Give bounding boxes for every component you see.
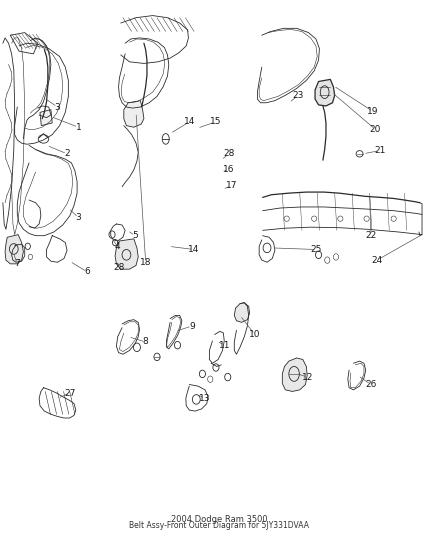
Text: 19: 19	[367, 107, 378, 116]
Text: 25: 25	[310, 245, 321, 254]
Text: Belt Assy-Front Outer Diagram for 5JY331DVAA: Belt Assy-Front Outer Diagram for 5JY331…	[129, 521, 309, 530]
Polygon shape	[40, 110, 52, 126]
Text: 20: 20	[370, 125, 381, 134]
Text: 8: 8	[143, 337, 148, 346]
Text: 7: 7	[14, 260, 20, 268]
Text: 11: 11	[219, 341, 230, 350]
Text: 10: 10	[249, 330, 261, 339]
Text: 14: 14	[184, 117, 195, 126]
Polygon shape	[234, 303, 250, 322]
Text: 13: 13	[199, 394, 211, 403]
Text: 18: 18	[140, 258, 152, 266]
Polygon shape	[124, 101, 144, 127]
Text: 4: 4	[115, 242, 120, 251]
Text: 9: 9	[189, 321, 195, 330]
Text: 14: 14	[188, 245, 199, 254]
Polygon shape	[283, 358, 307, 391]
Text: 23: 23	[293, 91, 304, 100]
Text: 22: 22	[365, 231, 377, 240]
Text: 2: 2	[64, 149, 70, 158]
Text: 3: 3	[55, 102, 60, 111]
Text: 28: 28	[223, 149, 234, 158]
Text: 12: 12	[301, 373, 313, 382]
Polygon shape	[115, 239, 138, 269]
Text: 1: 1	[75, 123, 81, 132]
Polygon shape	[315, 79, 335, 106]
Text: 21: 21	[374, 146, 385, 155]
Text: 17: 17	[226, 181, 237, 190]
Text: 28: 28	[114, 263, 125, 272]
Text: 24: 24	[371, 256, 383, 264]
Text: 26: 26	[365, 380, 377, 389]
Text: 6: 6	[84, 268, 90, 276]
Text: 3: 3	[75, 213, 81, 222]
Text: 15: 15	[210, 117, 221, 126]
Text: 5: 5	[132, 231, 138, 240]
Polygon shape	[5, 235, 23, 264]
Text: 2004 Dodge Ram 3500: 2004 Dodge Ram 3500	[171, 514, 267, 523]
Text: 27: 27	[64, 389, 75, 398]
Text: 16: 16	[223, 165, 234, 174]
